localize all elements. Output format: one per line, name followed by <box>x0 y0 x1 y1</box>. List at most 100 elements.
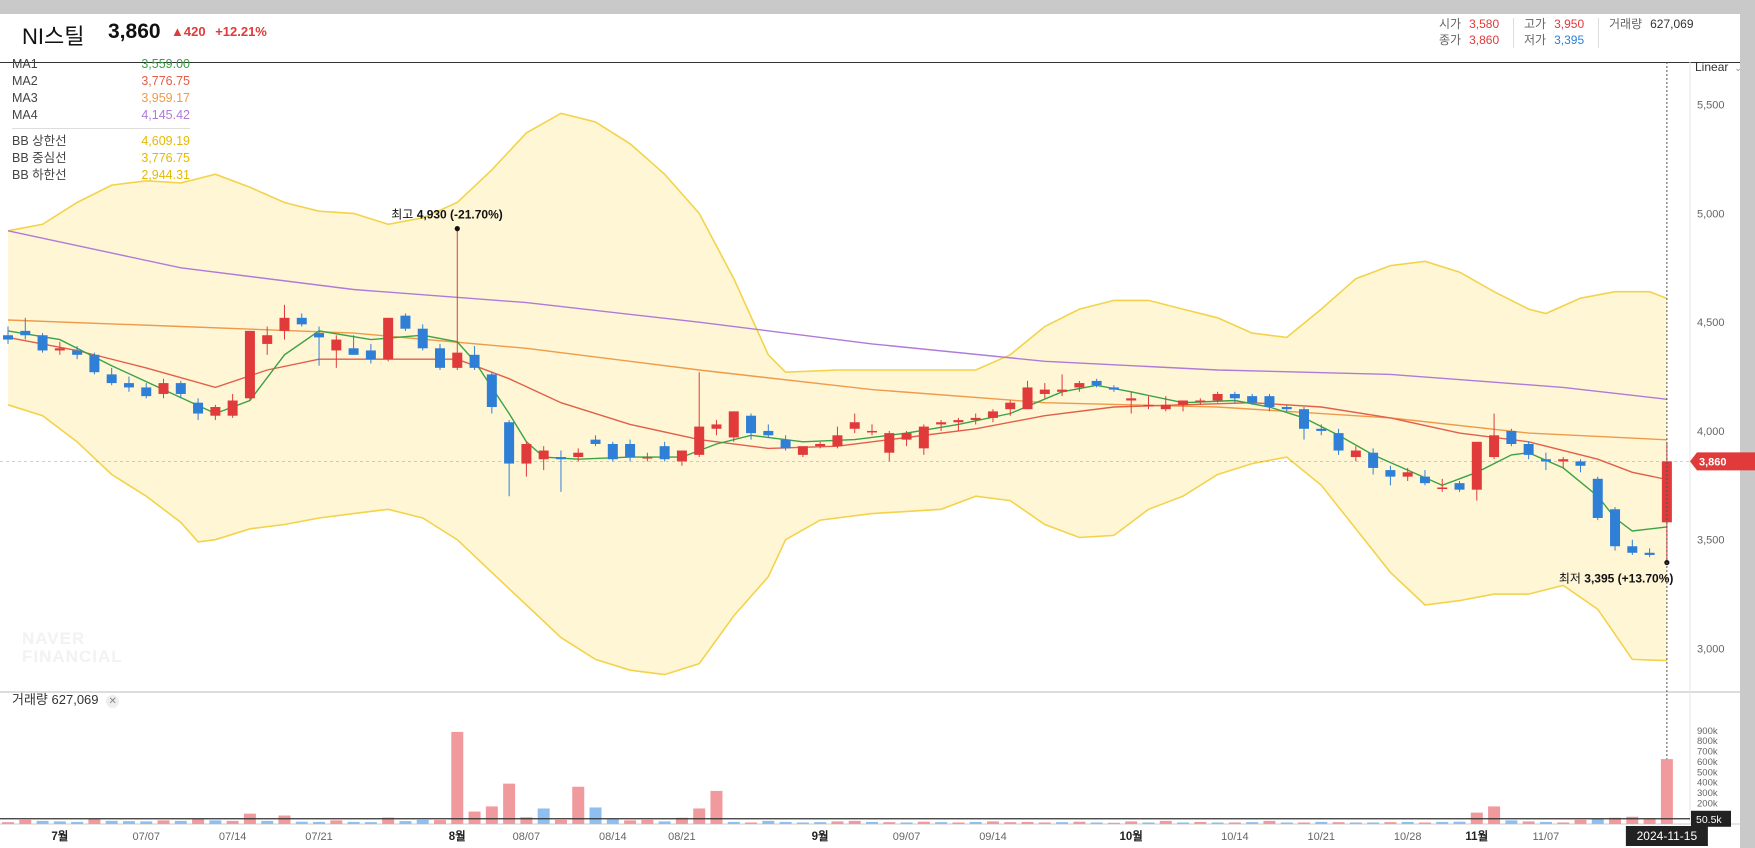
volume-bar <box>1056 822 1069 824</box>
candle-body <box>987 411 998 418</box>
change-percent: +12.21% <box>215 24 267 39</box>
volume-bar <box>330 820 343 824</box>
volume-bar <box>1453 821 1466 824</box>
ma1-line <box>7 330 1667 532</box>
candle-body <box>1005 402 1016 410</box>
legend-ma2[interactable]: MA2 3,776.75 <box>12 74 190 88</box>
volume-bar <box>313 821 326 824</box>
candle-body <box>1178 400 1189 405</box>
legend-bb-middle[interactable]: BB 중심선 3,776.75 <box>12 151 190 165</box>
volume-bar <box>416 819 429 824</box>
candle-body <box>1350 450 1361 458</box>
y-tick-label: 5,000 <box>1697 208 1725 220</box>
close-icon[interactable]: ✕ <box>106 695 120 708</box>
volume-bar <box>1505 820 1518 824</box>
chevron-down-icon: ⌄ <box>1734 63 1742 73</box>
volume-bar <box>53 821 66 824</box>
volume-bar <box>226 820 239 824</box>
divider <box>1598 18 1599 48</box>
candle-body <box>1022 387 1033 410</box>
volume-bar <box>1574 819 1587 824</box>
volume-bar <box>675 817 688 824</box>
legend-ma4[interactable]: MA4 4,145.42 <box>12 108 190 122</box>
volume-bar <box>814 822 827 824</box>
candle-body <box>1592 478 1603 518</box>
volume-bar <box>779 821 792 824</box>
candle-body <box>227 400 238 416</box>
candle-body <box>72 350 83 355</box>
candle-body <box>262 335 273 344</box>
close-value: 3,860 <box>1469 33 1500 47</box>
stock-change: ▲420 +12.21% <box>171 24 273 39</box>
candle-body <box>1575 461 1586 466</box>
candle-body <box>314 333 325 338</box>
candle-body <box>1419 476 1430 484</box>
volume-bar <box>105 820 118 824</box>
candle-body <box>331 339 342 351</box>
x-tick-label: 07/14 <box>219 831 247 843</box>
volume-value: 627,069 <box>1650 17 1694 31</box>
volume-bar <box>347 821 360 824</box>
volume-bar <box>192 819 205 824</box>
scale-selector[interactable]: Linear ⌄ <box>1695 60 1742 74</box>
candle-body <box>918 426 929 449</box>
volume-bar <box>727 821 740 824</box>
candle-body <box>37 335 48 351</box>
stock-name: NI스틸 <box>22 24 85 49</box>
legend-bb-lower[interactable]: BB 하한선 2,944.31 <box>12 168 190 182</box>
high-label: 고가 <box>1524 17 1547 31</box>
candle-body <box>1489 435 1500 458</box>
volume-bar <box>1332 822 1345 824</box>
legend-ma1[interactable]: MA1 3,559.00 <box>12 57 190 71</box>
volume-last-tag <box>1691 810 1731 827</box>
candle-body <box>1540 459 1551 462</box>
ohlc-volume: 거래량 627,069 <box>1609 16 1694 32</box>
volume-bar <box>1246 822 1259 824</box>
candle-body <box>1091 380 1102 386</box>
candle-body <box>1264 396 1275 408</box>
x-tick-label: 08/21 <box>668 831 696 843</box>
candle-body <box>54 348 65 351</box>
volume-bar <box>1073 821 1086 824</box>
volume-bar <box>1660 759 1673 824</box>
volume-bar <box>1367 822 1380 824</box>
volume-bar <box>1263 820 1276 824</box>
y-tick-label: 3,500 <box>1697 535 1725 547</box>
candle-body <box>1610 509 1621 547</box>
legend-bb-upper[interactable]: BB 상한선 4,609.19 <box>12 134 190 148</box>
candle-body <box>901 433 912 440</box>
candle-body <box>832 435 843 447</box>
volume-bar <box>641 819 654 824</box>
candle-body <box>1333 433 1344 451</box>
x-tick-label: 8월 <box>449 829 466 843</box>
x-tick-label: 10월 <box>1120 829 1143 843</box>
candle-body <box>1057 389 1068 392</box>
volume-bar <box>1418 822 1431 824</box>
candle-body <box>1506 430 1517 444</box>
legend-ma3[interactable]: MA3 3,959.17 <box>12 91 190 105</box>
candle-body <box>711 424 722 429</box>
volume-bar <box>1125 821 1138 824</box>
volume-bar <box>796 822 809 824</box>
ohlc-high-low: 고가 3,950 저가 3,395 <box>1524 16 1584 48</box>
volume-bar <box>1349 822 1362 824</box>
high-marker <box>454 226 460 232</box>
candle-body <box>780 439 791 449</box>
crosshair-date: 2024-11-15 <box>1637 829 1698 843</box>
candle-body <box>417 328 428 349</box>
low-annotation: 최저 3,395 (+13.70%) <box>1559 572 1673 586</box>
crosshair-date-tag <box>1625 826 1708 846</box>
volume-bar <box>1159 820 1172 824</box>
volume-bar <box>1177 822 1190 824</box>
volume-bar <box>36 820 49 824</box>
x-tick-label: 08/07 <box>513 831 541 843</box>
volume-bar <box>1090 822 1103 824</box>
volume-bar <box>122 821 135 824</box>
candle-body <box>607 444 618 460</box>
last-price-label: 3,860 <box>1699 456 1727 468</box>
change-amount: ▲420 <box>171 24 206 39</box>
ma4-line <box>7 230 1667 400</box>
candle-body <box>1212 393 1223 401</box>
candle-body <box>504 422 515 464</box>
